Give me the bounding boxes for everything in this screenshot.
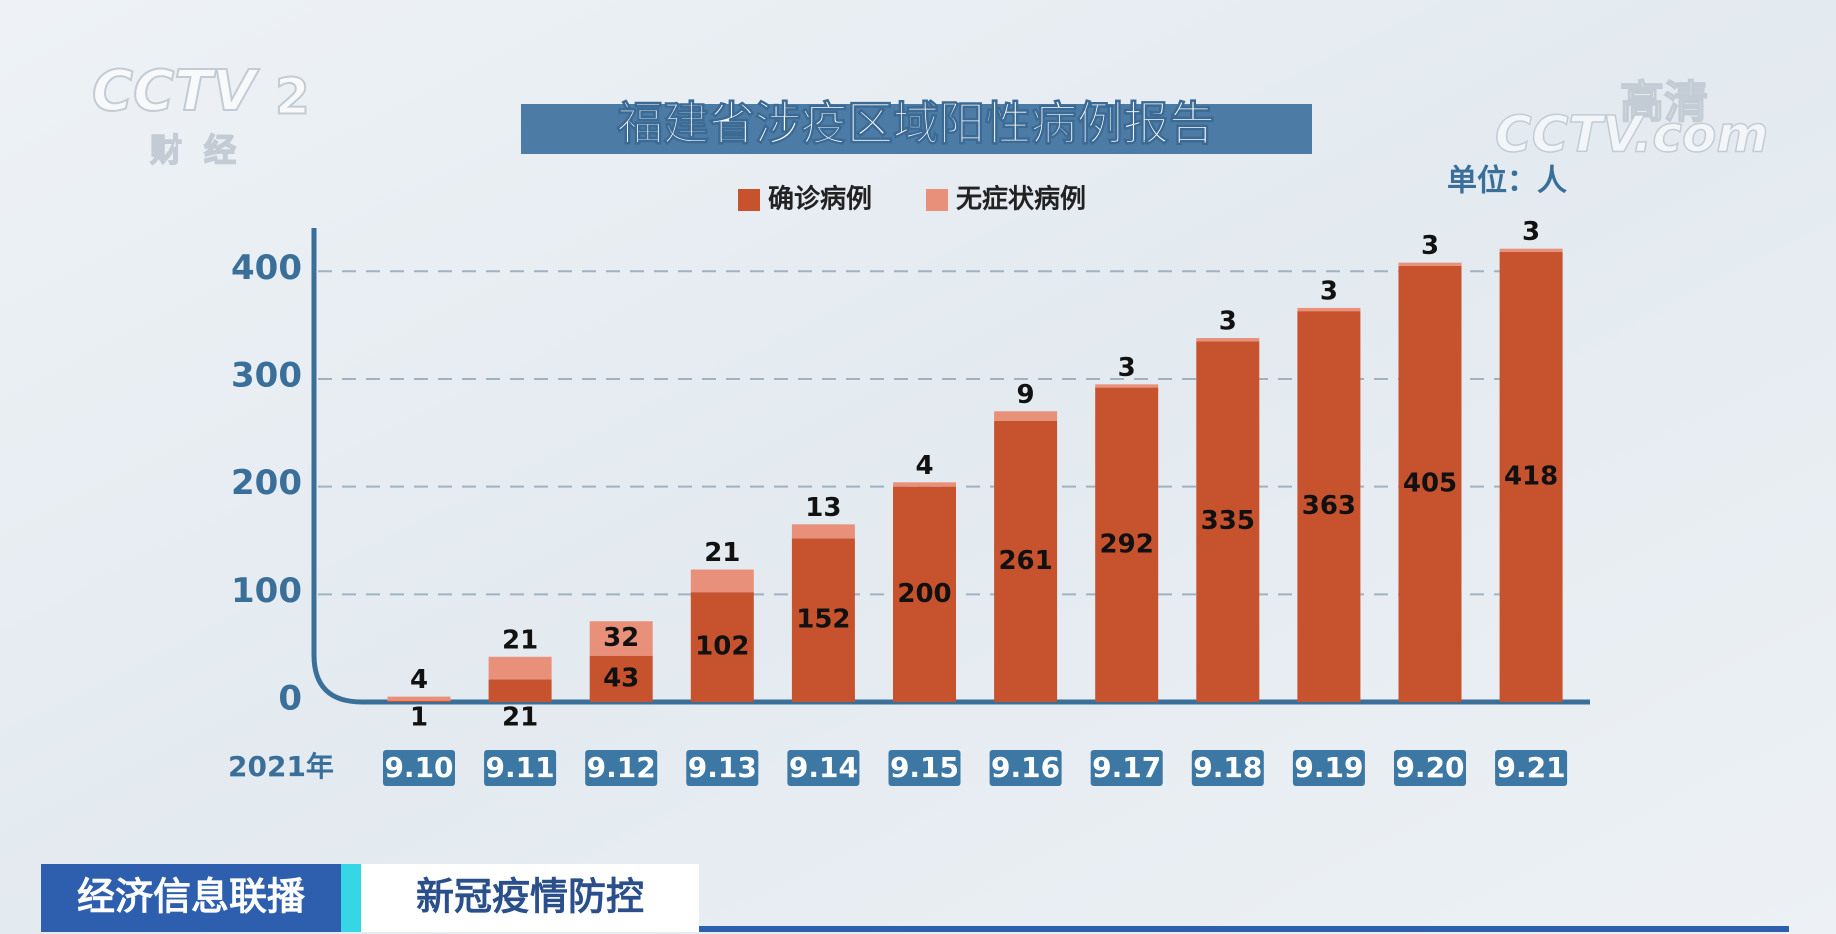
value-label: 3 — [1522, 217, 1540, 247]
x-tick-box — [1191, 750, 1264, 786]
value-label: 9 — [1017, 380, 1035, 410]
legend-label: 确诊病例 — [768, 184, 872, 215]
bar-segment — [690, 592, 754, 702]
bar-segment — [1095, 384, 1159, 388]
y-tick-label: 200 — [231, 463, 302, 503]
value-label: 4 — [915, 451, 933, 481]
topic-name: 新冠疫情防控 — [416, 875, 644, 919]
x-tick-box — [888, 750, 961, 786]
bar-segment — [1297, 311, 1361, 702]
x-tick-box — [1394, 750, 1466, 786]
bar-segment — [589, 621, 653, 656]
bar-segment — [893, 482, 956, 487]
x-tick-label: 9.18 — [1193, 751, 1262, 784]
bar-segment — [387, 700, 451, 702]
value-label: 3 — [1421, 231, 1439, 261]
x-tick-box — [1090, 750, 1163, 786]
x-tick-label: 9.10 — [384, 751, 453, 784]
legend-swatch — [738, 189, 760, 211]
bar-segment — [893, 486, 956, 702]
value-label: 418 — [1504, 461, 1558, 491]
y-tick-label: 300 — [231, 355, 302, 395]
bar-segment — [1499, 248, 1563, 252]
x-tick-label: 9.15 — [890, 751, 959, 784]
bar-segment — [1398, 262, 1462, 266]
y-tick-label: 0 — [278, 679, 302, 719]
value-label: 405 — [1403, 468, 1457, 498]
y-tick-label: 400 — [231, 248, 302, 288]
y-tick-label: 100 — [231, 571, 302, 611]
x-tick-box — [585, 750, 658, 786]
x-tick-label: 9.19 — [1294, 751, 1363, 784]
x-tick-label: 9.11 — [486, 751, 555, 784]
value-label: 3 — [1320, 276, 1338, 306]
x-tick-label: 9.16 — [991, 751, 1060, 784]
bar-segment — [1499, 251, 1563, 702]
channel-logo: CCTV — [92, 59, 260, 124]
x-tick-box — [1495, 750, 1568, 786]
x-label: 2021年 — [228, 750, 334, 783]
chart-title: 福建省涉疫区域阳性病例报告 — [616, 97, 1215, 151]
x-tick-box — [1292, 750, 1365, 786]
x-tick-label: 9.17 — [1092, 751, 1161, 784]
bar-segment — [690, 569, 754, 593]
bar-segment — [1398, 265, 1462, 702]
bar-segment — [387, 696, 451, 701]
value-label: 200 — [897, 579, 951, 609]
x-tick-box — [484, 750, 557, 786]
program-box — [41, 864, 341, 932]
value-label: 363 — [1302, 491, 1356, 521]
bar-segment — [589, 655, 653, 702]
value-label: 4 — [410, 665, 428, 695]
value-label: 1 — [410, 703, 428, 733]
x-tick-box — [686, 750, 759, 786]
value-label: 152 — [796, 605, 850, 635]
program-name: 经济信息联播 — [77, 875, 306, 919]
value-label: 292 — [1100, 529, 1154, 559]
bar-segment — [1196, 341, 1260, 702]
value-label: 3 — [1219, 307, 1237, 337]
bar-segment — [1297, 307, 1361, 312]
value-label: 21 — [502, 625, 538, 655]
value-label: 13 — [805, 493, 841, 523]
value-label: 32 — [603, 623, 639, 653]
x-tick-box — [787, 750, 860, 786]
unit-label: 单位：人 — [1447, 164, 1567, 199]
topic-box — [361, 864, 699, 932]
bar-segment — [1196, 338, 1260, 342]
channel-number: 2 — [275, 68, 310, 126]
hd-mark: 高清 — [1620, 77, 1708, 128]
x-tick-label: 9.12 — [587, 751, 656, 784]
bar-segment — [994, 411, 1058, 421]
legend-label: 无症状病例 — [956, 184, 1086, 215]
value-label: 335 — [1201, 506, 1255, 536]
x-tick-box — [383, 750, 455, 786]
bar-segment — [1095, 387, 1159, 702]
site-logo: CCTV.com — [1495, 106, 1769, 164]
title-box — [521, 104, 1312, 154]
bar-segment — [791, 538, 855, 702]
x-tick-label: 9.21 — [1497, 751, 1566, 784]
bar-segment — [488, 679, 552, 702]
value-label: 102 — [695, 632, 749, 662]
value-label: 21 — [704, 538, 740, 568]
channel-name: 财经 — [150, 131, 258, 169]
x-tick-box — [989, 750, 1062, 786]
value-label: 3 — [1118, 353, 1136, 383]
legend-swatch — [926, 189, 948, 211]
x-tick-label: 9.14 — [789, 751, 858, 784]
value-label: 43 — [603, 663, 639, 693]
value-label: 261 — [998, 546, 1052, 576]
bar-segment — [488, 656, 552, 680]
bar-segment — [791, 524, 855, 539]
x-tick-label: 9.20 — [1395, 751, 1464, 784]
banner-accent — [341, 864, 361, 932]
value-label: 21 — [502, 703, 538, 733]
x-tick-label: 9.13 — [688, 751, 757, 784]
axis-line — [311, 228, 1590, 705]
bar-segment — [994, 420, 1058, 702]
banner-line — [699, 926, 1789, 932]
